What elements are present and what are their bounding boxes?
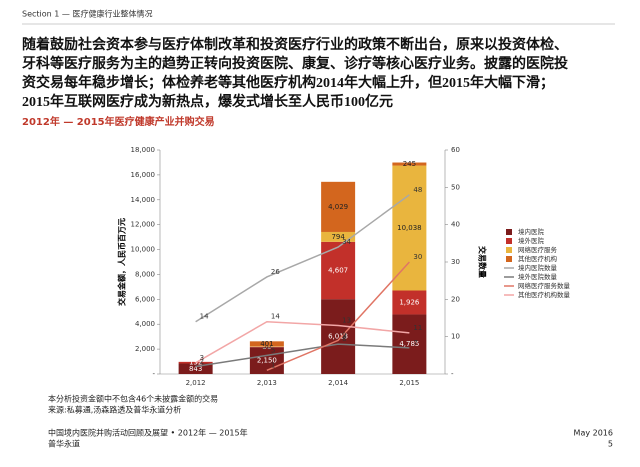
footer-text: 中国境内医院并购活动回顾及展望 • 2012年 — 2015年 [48,428,248,438]
y-tick-label: 4,000 [135,320,155,328]
bar-value-label: 4,607 [328,267,348,275]
line-value-label: 48 [413,186,422,194]
legend-label: 其他医疗机构 [518,254,558,263]
y2-tick-label: - [451,370,454,378]
headline-line: 牙科等医疗服务为主的趋势正转向投资医院、康复、诊疗等核心医疗业务。披露的医院投 [22,55,568,72]
x-tick-label: 2,014 [328,379,349,387]
y2-tick-label: 30 [451,258,460,266]
y2-tick-label: 20 [451,295,460,303]
y-tick-label: 18,000 [131,146,156,154]
line-value-label: 7 [413,339,417,347]
x-tick-label: 2,012 [186,379,206,387]
line-value-label: 34 [342,238,351,246]
x-tick-label: 2,013 [257,379,277,387]
page-number: 5 [608,440,613,449]
section-header: Section 1 — 医疗健康行业整体情况 [22,9,152,19]
headline-line: 2015年互联网医疗成为新热点，爆发式增长至人民币100亿元 [22,93,393,110]
legend-label: 其他医疗机构数量 [518,290,571,299]
note: 本分析投资金额中不包含46个未披露金额的交易 [48,394,218,404]
count-line [195,320,410,364]
y-tick-label: 8,000 [135,270,155,278]
bar-segment [321,299,356,374]
y2-tick-label: 60 [451,146,460,154]
count-line [195,194,410,323]
footer-date: May 2016 [574,429,613,438]
bar-value-label: 245 [403,160,416,168]
line-value-label: 5 [271,346,275,354]
y-tick-label: 2,000 [135,345,155,353]
y2-tick-label: 40 [451,221,460,229]
legend-swatch [506,238,512,244]
line-value-label: 3 [200,354,204,362]
line-value-label: 14 [200,313,209,321]
bar-value-label: 4,785 [399,340,419,348]
bar-value-label: 36 [262,343,271,351]
legend-label: 境外医院 [518,236,545,245]
bar-segment [392,290,427,315]
bar-segment [178,363,213,374]
line-value-label: 1 [271,361,275,369]
y2-axis-title: 交易数量 [478,246,488,278]
line-value-label: 9 [342,331,346,339]
line-value-label: 2 [200,358,204,366]
y-axis-title: 交易金额，人民币百万元 [117,218,127,306]
bar-value-label: 2,150 [257,357,277,365]
legend-label: 境外医院数量 [518,272,558,281]
bar-value-label: 10,038 [397,224,422,232]
bar-segment [249,341,284,347]
line-value-label: 30 [413,253,422,261]
count-line [266,261,410,371]
y-tick-label: 12,000 [131,221,156,229]
legend-swatch [506,247,512,253]
x-tick-label: 2,015 [399,379,419,387]
line-value-label: 11 [413,324,422,332]
y2-tick-label: 50 [451,183,460,191]
bar-segment [321,181,356,232]
bar-value-label: 38 [262,343,271,351]
legend-label: 境内医院 [518,227,545,236]
note: 来源:私募通,汤森路透及普华永道分析 [48,405,181,415]
line-value-label: 26 [271,268,280,276]
bar-value-label: 4,029 [328,203,348,211]
legend-label: 网络医疗服务 [518,245,558,254]
legend-swatch [506,256,512,262]
legend-label: 网络医疗服务数量 [518,281,571,290]
legend-label: 境内医院数量 [518,263,558,272]
line-value-label: 14 [271,313,280,321]
bar-value-label: 1,926 [399,298,420,306]
y-tick-label: 14,000 [131,196,156,204]
bar-segment [321,231,356,242]
bar-value-label: 794 [331,233,345,241]
line-value-label: 13 [342,316,351,324]
bar-value-label: 6,013 [328,333,348,341]
chart: - 2,000 4,000 6,000 8,000 10,000 12,000 14,000 1… [117,146,571,387]
bar-segment [392,314,427,374]
y-tick-label: 16,000 [131,171,156,179]
bar-segment [392,162,427,166]
line-value-label: 8 [342,335,346,343]
bar-segment [392,165,427,291]
y-tick-label: 6,000 [135,295,155,303]
count-line [195,343,410,368]
y-tick-label: - [152,370,155,378]
chart-title: 2012年 — 2015年医疗健康产业并购交易 [22,115,215,128]
footer-text: 普华永道 [48,439,80,449]
y2-tick-label: 10 [451,333,460,341]
headline-line: 随着鼓励社会资本参与医疗体制改革和投资医疗行业的政策不断出台，原来以投资体检、 [22,36,568,53]
y-tick-label: 10,000 [131,246,156,254]
bar-value-label: 401 [260,340,273,348]
headline-line: 资交易每年稳步增长；体检养老等其他医疗机构2014年大幅上升，但2015年大幅下… [22,74,554,91]
legend-swatch [506,229,512,235]
bar-value-label: 843 [189,365,202,373]
